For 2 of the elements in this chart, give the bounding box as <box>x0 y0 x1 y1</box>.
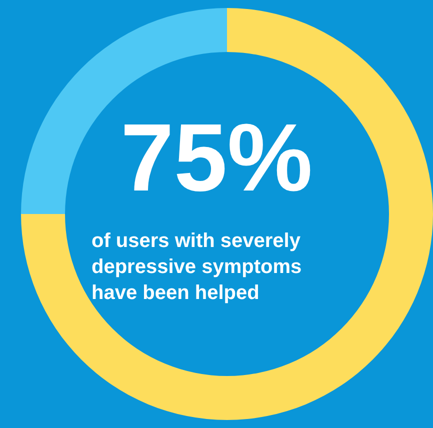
text: of users with severely depressive symptoms have been helped <box>92 230 308 304</box>
data-label: 75% <box>120 104 313 212</box>
